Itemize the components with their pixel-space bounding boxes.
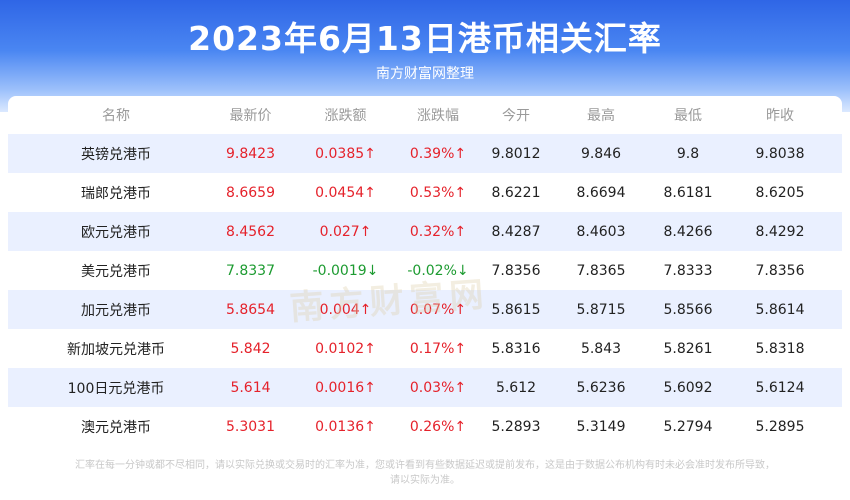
col-header-open: 今开 [502, 108, 530, 124]
row-high: 9.846 [580, 145, 622, 162]
table-row: 美元兑港币 7.8337 -0.0019↓ -0.02%↓ 7.8356 7.8… [8, 251, 842, 290]
table-row: 新加坡元兑港币 5.842 0.0102↑ 0.17%↑ 5.8316 5.84… [8, 329, 842, 368]
row-pct: 0.39%↑ [409, 145, 467, 162]
header-banner: 2023年6月13日港币相关汇率 南方财富网整理 [0, 0, 850, 112]
row-change: 0.0102↑ [315, 340, 376, 357]
row-latest: 7.8337 [226, 262, 275, 279]
rates-table: 名称 最新价 涨跌额 涨跌幅 今开 最高 最低 昨收 英镑兑港币 9.8423 … [8, 96, 842, 456]
row-pct: 0.32%↑ [409, 223, 467, 240]
row-change: 0.027↑ [319, 223, 372, 240]
col-header-prev: 昨收 [766, 108, 794, 124]
disclaimer-line-1: 汇率在每一分钟或都不尽相同，请以实际兑换或交易时的汇率为准，您或许看到有些数据延… [75, 460, 775, 471]
row-low: 5.8566 [663, 301, 713, 318]
row-name: 欧元兑港币 [81, 224, 151, 241]
row-low: 8.6181 [663, 184, 713, 201]
row-change: -0.0019↓ [312, 262, 379, 279]
col-header-high: 最高 [587, 108, 615, 124]
row-open: 5.8615 [491, 301, 541, 318]
row-latest: 5.8654 [226, 301, 275, 318]
row-high: 8.4603 [576, 223, 626, 240]
row-prev: 5.8614 [755, 301, 805, 318]
row-name: 英镑兑港币 [81, 146, 151, 163]
row-open: 8.4287 [491, 223, 541, 240]
table-row: 澳元兑港币 5.3031 0.0136↑ 0.26%↑ 5.2893 5.314… [8, 407, 842, 446]
row-pct: 0.17%↑ [409, 340, 467, 357]
row-high: 5.3149 [576, 418, 626, 435]
page-title: 2023年6月13日港币相关汇率 [188, 19, 662, 58]
row-prev: 5.8318 [755, 340, 805, 357]
col-header-latest: 最新价 [229, 108, 272, 124]
row-open: 9.8012 [491, 145, 541, 162]
col-header-pct: 涨跌幅 [417, 108, 459, 124]
row-pct: 0.03%↑ [409, 379, 467, 396]
row-low: 5.8261 [663, 340, 713, 357]
row-prev: 5.2895 [755, 418, 805, 435]
row-low: 8.4266 [663, 223, 713, 240]
row-pct: 0.26%↑ [409, 418, 467, 435]
col-header-change: 涨跌额 [324, 108, 367, 124]
table-row: 英镑兑港币 9.8423 0.0385↑ 0.39%↑ 9.8012 9.846… [8, 134, 842, 173]
row-prev: 5.6124 [755, 379, 805, 396]
row-name: 新加坡元兑港币 [67, 341, 165, 358]
disclaimer-line-2: 请以实际为准。 [390, 475, 460, 486]
row-name: 美元兑港币 [81, 263, 151, 280]
row-high: 5.6236 [576, 379, 626, 396]
row-open: 5.2893 [491, 418, 541, 435]
row-change: 0.004↑ [319, 301, 372, 318]
row-name: 瑞郎兑港币 [81, 185, 151, 202]
row-open: 5.8316 [491, 340, 541, 357]
col-header-name: 名称 [102, 108, 130, 124]
row-low: 7.8333 [663, 262, 713, 279]
table-row: 100日元兑港币 5.614 0.0016↑ 0.03%↑ 5.612 5.62… [8, 368, 842, 407]
table-row: 加元兑港币 5.8654 0.004↑ 0.07%↑ 5.8615 5.8715… [8, 290, 842, 329]
row-latest: 8.4562 [226, 223, 275, 240]
row-high: 7.8365 [576, 262, 626, 279]
row-name: 加元兑港币 [81, 302, 151, 319]
row-high: 5.8715 [576, 301, 626, 318]
row-prev: 7.8356 [755, 262, 805, 279]
row-low: 5.6092 [663, 379, 713, 396]
disclaimer-footer: 汇率在每一分钟或都不尽相同，请以实际兑换或交易时的汇率为准，您或许看到有些数据延… [20, 458, 830, 488]
row-prev: 9.8038 [755, 145, 805, 162]
row-latest: 5.3031 [226, 418, 275, 435]
row-open: 7.8356 [491, 262, 541, 279]
row-change: 0.0385↑ [315, 145, 376, 162]
row-open: 5.612 [495, 379, 537, 396]
row-change: 0.0016↑ [315, 379, 376, 396]
table-row: 欧元兑港币 8.4562 0.027↑ 0.32%↑ 8.4287 8.4603… [8, 212, 842, 251]
row-high: 5.843 [580, 340, 622, 357]
row-latest: 9.8423 [226, 145, 275, 162]
row-pct: 0.07%↑ [409, 301, 467, 318]
row-name: 澳元兑港币 [81, 419, 151, 436]
row-pct: -0.02%↓ [407, 262, 469, 279]
row-low: 5.2794 [663, 418, 713, 435]
table-row: 瑞郎兑港币 8.6659 0.0454↑ 0.53%↑ 8.6221 8.669… [8, 173, 842, 212]
page-subtitle: 南方财富网整理 [376, 66, 474, 82]
row-high: 8.6694 [576, 184, 626, 201]
row-latest: 5.842 [230, 340, 271, 357]
row-pct: 0.53%↑ [409, 184, 467, 201]
col-header-low: 最低 [674, 108, 702, 124]
row-latest: 5.614 [230, 379, 271, 396]
row-prev: 8.4292 [755, 223, 805, 240]
row-open: 8.6221 [491, 184, 541, 201]
row-change: 0.0454↑ [315, 184, 376, 201]
row-prev: 8.6205 [755, 184, 805, 201]
row-change: 0.0136↑ [315, 418, 376, 435]
row-name: 100日元兑港币 [67, 380, 165, 397]
row-low: 9.8 [676, 145, 700, 162]
table-header: 名称 最新价 涨跌额 涨跌幅 今开 最高 最低 昨收 [8, 96, 842, 134]
row-latest: 8.6659 [226, 184, 275, 201]
